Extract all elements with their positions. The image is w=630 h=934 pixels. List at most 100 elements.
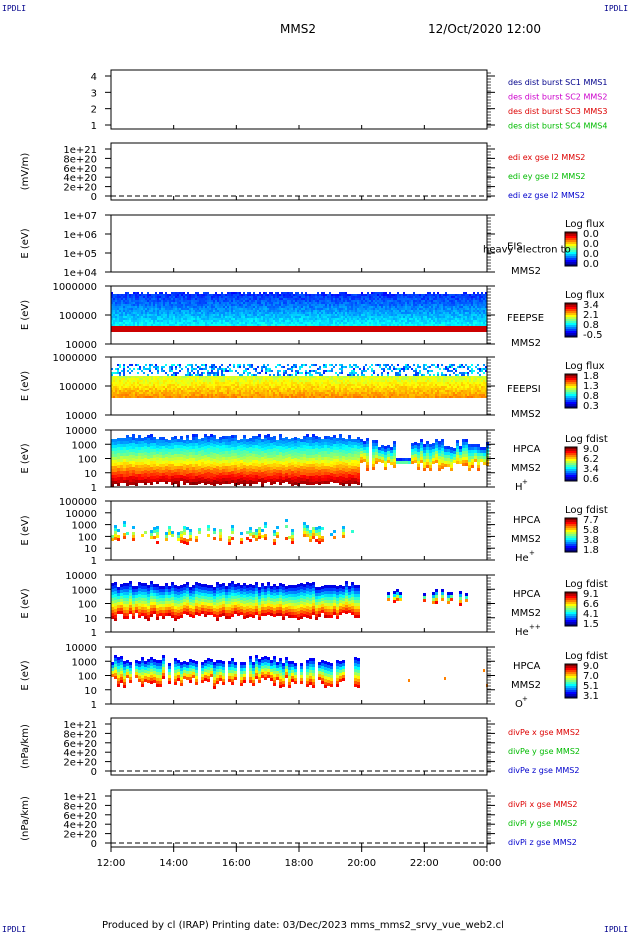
instrument-label: EIS [507,242,523,253]
ytick-label: 0 [91,767,97,778]
panel-hpca_o [105,646,578,705]
ytick-label: 6e+20 [63,739,97,750]
ytick-label: 10000 [65,571,97,582]
colorbar-tick: 0.8 [583,391,599,402]
ytick-label: 4e+20 [63,173,97,184]
colorbar-hpca_hepp [564,591,578,627]
ytick-label: 10 [84,469,97,480]
colorbar-eis [564,231,578,267]
ytick-label: 100 [78,455,97,466]
ytick-label: 4e+20 [63,748,97,759]
colorbar-tick: 1.3 [583,381,599,392]
corner-mark-top-left: IPDLI [2,4,27,13]
ytick-label: 1e+07 [63,211,97,222]
ytick-label: 1e+21 [63,792,97,803]
panel-divpe [105,717,495,776]
panel-hpca_h [105,429,578,488]
instrument-extra-label: heavy electron to [483,245,571,256]
colorbar-title: Log flux [565,219,605,230]
spectrogram-feepsi [111,364,487,398]
ytick-label: 1000000 [52,353,97,364]
ytick-label: 1000000 [52,282,97,293]
ytick-label: 8e+20 [63,729,97,740]
charge-label: ++ [529,623,541,631]
panel-dist [105,69,495,130]
ytick-label: 1 [91,121,97,132]
xtick-label: 22:00 [410,858,439,869]
y-axis-label: (nPa/km) [20,796,31,841]
legend-entry: des dist burst SC1 MMS1 [508,78,607,87]
ytick-label: 1e+05 [63,249,97,260]
colorbar-tick: 0.0 [583,259,599,270]
ytick-label: 2e+20 [63,830,97,841]
charge-label: + [522,695,528,703]
spectrogram-hpca_h [111,434,489,487]
ytick-label: 1000 [72,521,97,532]
xtick-label: 12:00 [97,858,126,869]
corner-mark-bottom-right: IPDLI [604,925,629,934]
ytick-label: 100000 [59,497,97,508]
xtick-label: 16:00 [222,858,251,869]
ytick-label: 1 [91,556,97,567]
ytick-label: 10 [84,544,97,555]
legend-entry: edi ez gse l2 MMS2 [508,191,585,200]
ytick-label: 100 [78,672,97,683]
legend-entry: divPe x gse MMS2 [508,728,580,737]
ytick-label: 1 [91,483,97,494]
frame-divpe [110,717,488,776]
spectrogram-hpca_hepp [111,581,468,621]
ytick-label: 0 [91,839,97,850]
ytick-label: 10000 [65,643,97,654]
legend-entry: des dist burst SC3 MMS3 [508,107,607,116]
spacecraft-label: MMS2 [511,338,541,349]
y-axis-label: (nPa/km) [20,724,31,769]
frame-edi [110,142,488,201]
colorbar-tick: 5.8 [583,525,599,536]
spectrogram-feepse [111,292,487,332]
ytick-label: 1e+04 [63,268,97,279]
colorbar-tick: 5.1 [583,681,599,692]
ytick-label: 4e+20 [63,820,97,831]
colorbar-tick: 7.0 [583,671,599,682]
frame-eis [110,214,488,273]
instrument-label: HPCA [513,589,541,600]
y-axis-label: E (eV) [20,443,31,473]
ytick-label: 2e+20 [63,758,97,769]
instrument-label: FEEPSE [507,313,544,324]
y-axis-label: E (eV) [20,660,31,690]
legend-entry: divPi z gse MMS2 [508,838,577,847]
colorbar-tick: 3.4 [583,300,599,311]
ytick-label: 1e+21 [63,720,97,731]
ytick-label: 1000 [72,657,97,668]
xtick-label: 18:00 [285,858,314,869]
colorbar-tick: 3.1 [583,691,599,702]
colorbar-tick: 9.0 [583,444,599,455]
instrument-label: HPCA [513,444,541,455]
charge-label: + [522,478,528,486]
colorbar-title: Log flux [565,290,605,301]
colorbar-tick: 3.4 [583,464,599,475]
spacecraft-label: MMS2 [511,266,541,277]
legend-entry: divPi x gse MMS2 [508,800,577,809]
colorbar-tick: 6.2 [583,454,599,465]
ytick-label: 1 [91,700,97,711]
ytick-label: 10000 [65,509,97,520]
spectrogram-hpca_o [111,655,488,689]
species-label: He [515,553,529,564]
legend-entry: divPe y gse MMS2 [508,747,580,756]
ytick-label: 1e+06 [63,230,97,241]
datetime-title: 12/Oct/2020 12:00 [428,22,542,36]
colorbar-title: Log flux [565,361,605,372]
y-axis-label: E (eV) [20,228,31,258]
colorbar-tick: 0.6 [583,474,599,485]
spacecraft-title: MMS2 [280,22,316,36]
legend-entry: des dist burst SC2 MMS2 [508,93,607,102]
frame-dist [110,69,488,130]
panel-feepse [105,285,578,345]
panel-divpi [105,789,495,848]
corner-mark-top-right: IPDLI [604,4,629,13]
colorbar-tick: 6.6 [583,599,599,610]
legend-entry: edi ey gse l2 MMS2 [508,172,586,181]
ytick-label: 1000 [72,585,97,596]
spacecraft-label: MMS2 [511,534,541,545]
